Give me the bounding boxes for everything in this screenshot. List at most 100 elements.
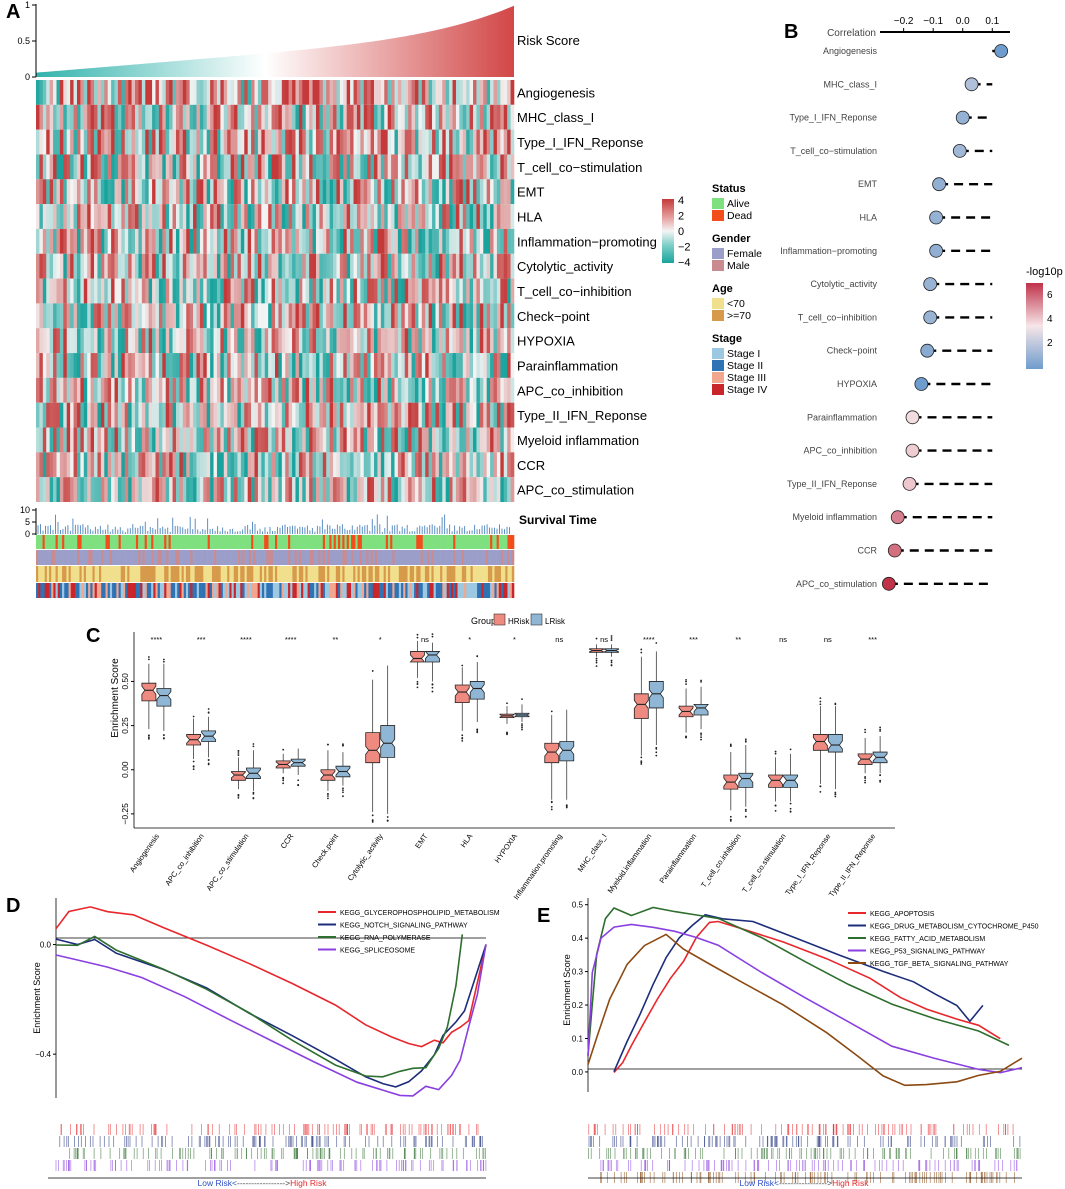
heatmap-cell	[333, 427, 337, 453]
annotation-cell	[146, 566, 150, 582]
heatmap-cell	[473, 204, 477, 229]
heatmap-cell	[285, 104, 289, 130]
box-outlier	[342, 791, 344, 794]
e-legend-label: KEGG_FATTY_ACID_METABOLISM	[870, 936, 985, 943]
heatmap-cell	[261, 303, 266, 329]
heatmap-cell	[111, 204, 115, 229]
heatmap-cell	[421, 204, 426, 229]
heatmap-cell	[49, 353, 54, 378]
heatmap-cell	[227, 154, 231, 180]
heatmap-cell	[70, 303, 74, 329]
annotation-cell	[120, 550, 124, 565]
annotation-cell	[292, 535, 295, 549]
heatmap-column	[302, 80, 307, 502]
heatmap-cell	[56, 154, 61, 180]
heatmap-cell	[90, 80, 95, 105]
annotation-cell	[85, 550, 89, 565]
heatmap-cell	[370, 303, 375, 329]
annotation-cell	[483, 583, 487, 598]
heatmap-cell	[356, 303, 361, 329]
heatmap-cell	[63, 377, 68, 403]
heatmap-cell	[292, 303, 296, 329]
heatmap-cell	[152, 402, 156, 428]
heatmap-cell	[271, 353, 276, 378]
heatmap-column	[158, 80, 163, 502]
heatmap-cell	[275, 303, 279, 329]
heatmap-cell	[70, 402, 74, 428]
heatmap-cell	[428, 328, 433, 354]
heatmap-cell	[486, 278, 491, 304]
box-outlier	[282, 782, 285, 785]
heatmap-cell	[63, 278, 68, 304]
heatmap-cell	[268, 253, 272, 279]
legend-swatch	[712, 348, 724, 359]
heatmap-cell	[507, 253, 511, 279]
heatmap-cell	[346, 253, 351, 279]
heatmap-cell	[36, 427, 40, 453]
heatmap-cell	[322, 328, 327, 354]
heatmap-cell	[36, 303, 40, 329]
annotation-cell	[144, 535, 148, 549]
annotation-cell	[366, 550, 369, 565]
annotation-cell	[235, 535, 239, 549]
annotation-cell	[444, 583, 447, 598]
annotation-cell	[314, 583, 317, 598]
annotation-cell	[125, 566, 128, 582]
heatmap-cell	[500, 328, 505, 354]
heatmap-cell	[496, 278, 501, 304]
annotation-cell	[357, 535, 361, 549]
heatmap-cell	[135, 328, 139, 354]
annotation-cell	[92, 535, 95, 549]
heatmap-cell	[281, 303, 286, 329]
heatmap-cell	[124, 104, 129, 130]
annotation-cell	[392, 583, 395, 598]
heatmap-cell	[141, 278, 146, 304]
heatmap-cell	[425, 104, 429, 130]
heatmap-cell	[244, 402, 248, 428]
annotation-cell	[127, 535, 130, 549]
correlation-point	[994, 44, 1009, 58]
heatmap-column	[432, 80, 436, 502]
heatmap-cell	[189, 179, 194, 205]
annotation-cell	[118, 550, 122, 565]
heatmap-column	[278, 80, 283, 502]
heatmap-cell	[42, 402, 47, 428]
annotation-cell	[324, 550, 328, 565]
heatmap-cell	[114, 402, 119, 428]
heatmap-cell	[240, 353, 245, 378]
heatmap-cell	[387, 402, 392, 428]
annotation-cell	[142, 583, 145, 598]
annotation-cell	[81, 550, 85, 565]
annotation-cell	[390, 535, 393, 549]
heatmap-cell	[428, 377, 433, 403]
heatmap-cell	[445, 353, 450, 378]
heatmap-row-label: HYPOXIA	[517, 334, 575, 349]
heatmap-cell	[121, 452, 126, 478]
heatmap-cell	[254, 278, 259, 304]
heatmap-cell	[435, 179, 440, 205]
heatmap-cell	[404, 154, 409, 180]
heatmap-cell	[56, 80, 61, 105]
heatmap-cell	[124, 427, 129, 453]
heatmap-cell	[196, 353, 201, 378]
box-outlier	[550, 801, 553, 804]
annotation-cell	[461, 535, 465, 549]
annotation-cell	[99, 566, 102, 582]
heatmap-cell	[145, 129, 149, 155]
heatmap-cell	[138, 427, 143, 453]
annotation-cell	[411, 566, 415, 582]
heatmap-cell	[384, 179, 388, 205]
annotation-cell	[377, 550, 380, 565]
heatmap-cell	[175, 477, 180, 502]
heatmap-cell	[237, 179, 242, 205]
heatmap-cell	[66, 253, 71, 279]
heatmap-cell	[391, 228, 395, 254]
heatmap-cell	[275, 104, 279, 130]
panel-label-c: C	[86, 625, 100, 647]
heatmap-cell	[466, 303, 470, 329]
heatmap-cell	[83, 80, 88, 105]
box-outlier	[864, 779, 867, 782]
annotation-cell	[185, 566, 189, 582]
heatmap-cell	[312, 353, 317, 378]
heatmap-cell	[254, 129, 259, 155]
